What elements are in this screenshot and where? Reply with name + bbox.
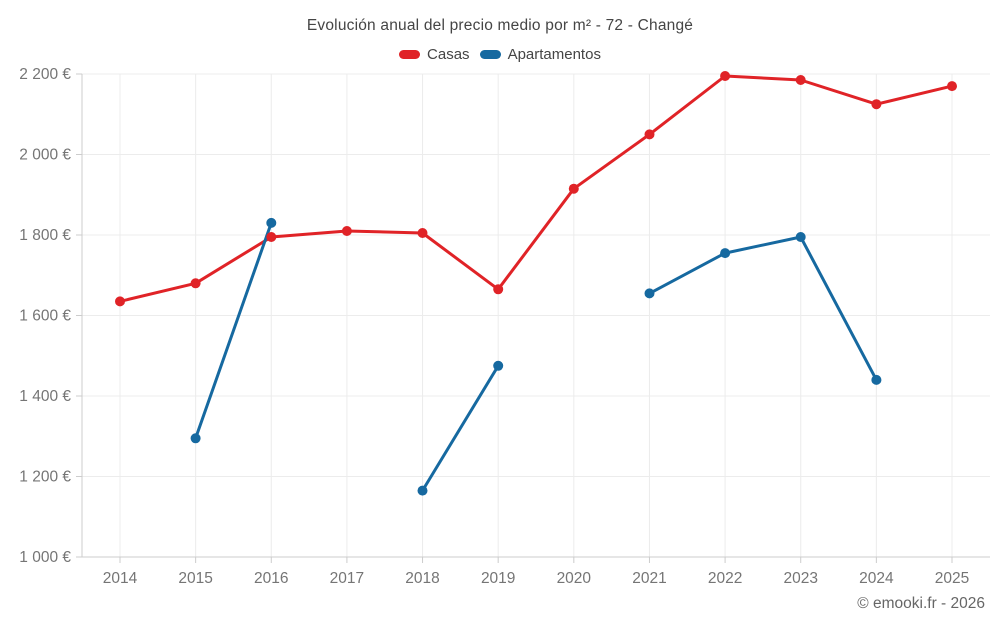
x-tick-label: 2017	[330, 570, 364, 587]
data-point-casas-2015[interactable]	[190, 278, 201, 289]
data-point-casas-2023[interactable]	[795, 75, 806, 85]
data-point-casas-2021[interactable]	[644, 129, 655, 140]
data-point-casas-2024[interactable]	[871, 99, 882, 110]
x-tick-label: 2024	[859, 570, 894, 587]
data-point-apartamentos-2021[interactable]	[644, 288, 655, 299]
x-tick-label: 2018	[405, 570, 439, 587]
data-point-casas-2025[interactable]	[947, 81, 957, 92]
data-point-apartamentos-2023[interactable]	[795, 232, 806, 242]
chart-title: Evolución anual del precio medio por m² …	[306, 17, 694, 34]
x-tick-label: 2021	[632, 570, 666, 587]
x-tick-label: 2014	[103, 570, 138, 587]
data-point-casas-2019[interactable]	[493, 284, 504, 295]
x-tick-label: 2019	[481, 570, 515, 587]
data-point-apartamentos-2015[interactable]	[190, 433, 201, 444]
y-tick-label: 2 000 €	[19, 147, 71, 164]
legend-label-apartamentos: Apartamentos	[507, 46, 601, 63]
series-line-casas	[118, 74, 954, 303]
data-point-apartamentos-2024[interactable]	[871, 374, 882, 385]
data-point-apartamentos-2022[interactable]	[720, 248, 731, 259]
x-tick-label: 2023	[783, 570, 817, 587]
copyright-text: © emooki.fr - 2026	[857, 595, 985, 612]
data-point-apartamentos-2019[interactable]	[493, 360, 504, 371]
x-tick-label: 2022	[708, 570, 742, 587]
data-point-apartamentos-2018[interactable]	[417, 485, 428, 496]
y-tick-label: 1 600 €	[19, 308, 71, 325]
data-point-casas-2017[interactable]	[341, 226, 352, 236]
data-point-casas-2020[interactable]	[568, 183, 579, 194]
x-tick-label: 2015	[178, 570, 212, 587]
data-point-casas-2018[interactable]	[417, 228, 428, 238]
y-tick-label: 1 000 €	[19, 549, 71, 566]
chart-legend: Casas Apartamentos	[0, 46, 1000, 63]
data-point-casas-2014[interactable]	[115, 296, 125, 307]
data-point-apartamentos-2016[interactable]	[266, 217, 277, 228]
y-tick-label: 1 800 €	[19, 227, 71, 244]
apartamentos-series-swatch-icon	[479, 50, 501, 59]
y-tick-label: 2 200 €	[19, 66, 71, 83]
legend-label-casas: Casas	[427, 46, 470, 63]
legend-item-casas[interactable]: Casas	[399, 46, 470, 63]
y-tick-label: 1 400 €	[19, 388, 71, 405]
casas-series-swatch-icon	[399, 50, 421, 59]
data-point-casas-2022[interactable]	[720, 71, 731, 81]
x-tick-label: 2020	[557, 570, 592, 587]
series-line-apartamentos	[194, 221, 878, 493]
y-tick-label: 1 200 €	[19, 469, 71, 486]
x-tick-label: 2016	[254, 570, 288, 587]
data-point-casas-2016[interactable]	[266, 232, 277, 242]
x-tick-label: 2025	[935, 570, 969, 587]
legend-item-apartamentos[interactable]: Apartamentos	[479, 46, 601, 63]
